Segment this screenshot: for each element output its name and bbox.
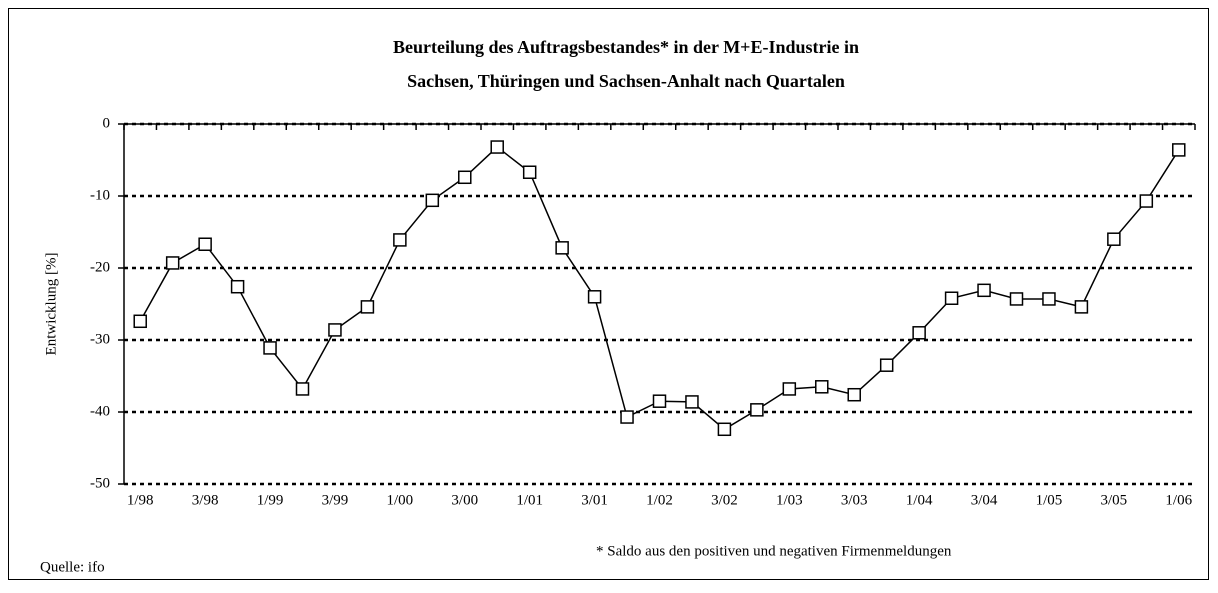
marker <box>198 237 212 251</box>
footnote: * Saldo aus den positiven und negativen … <box>596 543 952 559</box>
x-tick-label: 1/00 <box>387 492 414 508</box>
marker <box>522 165 537 179</box>
marker <box>1172 143 1186 157</box>
marker <box>555 241 569 255</box>
marker <box>230 279 245 294</box>
x-tick-label: 1/01 <box>516 492 543 508</box>
marker <box>1107 232 1121 246</box>
y-tick-label: -20 <box>90 259 110 275</box>
marker <box>652 394 667 408</box>
chart-title: Sachsen, Thüringen und Sachsen-Anhalt na… <box>407 71 845 91</box>
y-tick-label: 0 <box>103 115 111 131</box>
marker <box>847 387 861 402</box>
x-tick-label: 3/00 <box>451 492 478 508</box>
x-tick-label: 3/05 <box>1101 492 1128 508</box>
y-tick-label: -30 <box>90 331 110 347</box>
x-tick-label: 3/04 <box>971 492 998 508</box>
x-tick-label: 3/02 <box>711 492 738 508</box>
marker <box>879 358 894 372</box>
source: Quelle: ifo <box>40 559 105 575</box>
marker <box>393 233 407 247</box>
x-tick-label: 3/01 <box>581 492 608 508</box>
marker <box>685 395 699 409</box>
marker <box>815 380 829 394</box>
marker <box>458 170 472 185</box>
y-tick-label: -50 <box>90 475 110 491</box>
marker <box>165 256 180 270</box>
chart-title: Beurteilung des Auftragsbestandes* in de… <box>393 37 859 57</box>
marker <box>717 422 732 437</box>
marker <box>912 326 926 340</box>
marker <box>328 323 342 337</box>
marker <box>425 193 440 208</box>
marker <box>750 403 764 417</box>
x-tick-label: 1/99 <box>257 492 284 508</box>
x-tick-label: 3/99 <box>322 492 349 508</box>
marker <box>587 290 602 304</box>
x-tick-label: 1/98 <box>127 492 154 508</box>
marker <box>1042 292 1056 306</box>
marker <box>1139 194 1154 208</box>
x-tick-label: 1/03 <box>776 492 803 508</box>
marker <box>133 314 147 329</box>
marker <box>1009 292 1024 306</box>
x-tick-label: 1/06 <box>1165 492 1192 508</box>
x-tick-label: 1/05 <box>1036 492 1063 508</box>
marker <box>295 382 310 396</box>
marker <box>944 291 959 305</box>
x-tick-label: 1/04 <box>906 492 933 508</box>
marker <box>977 283 991 298</box>
y-tick-label: -40 <box>90 403 110 419</box>
marker <box>782 382 797 396</box>
x-tick-label: 1/02 <box>646 492 673 508</box>
marker <box>1074 300 1089 314</box>
marker <box>620 410 634 424</box>
y-tick-label: -10 <box>90 187 110 203</box>
marker <box>360 300 375 314</box>
marker <box>263 341 277 355</box>
x-tick-label: 3/03 <box>841 492 868 508</box>
marker <box>490 140 504 154</box>
frame <box>8 8 1209 580</box>
y-axis-label: Entwicklung [%] <box>43 253 59 356</box>
x-tick-label: 3/98 <box>192 492 219 508</box>
